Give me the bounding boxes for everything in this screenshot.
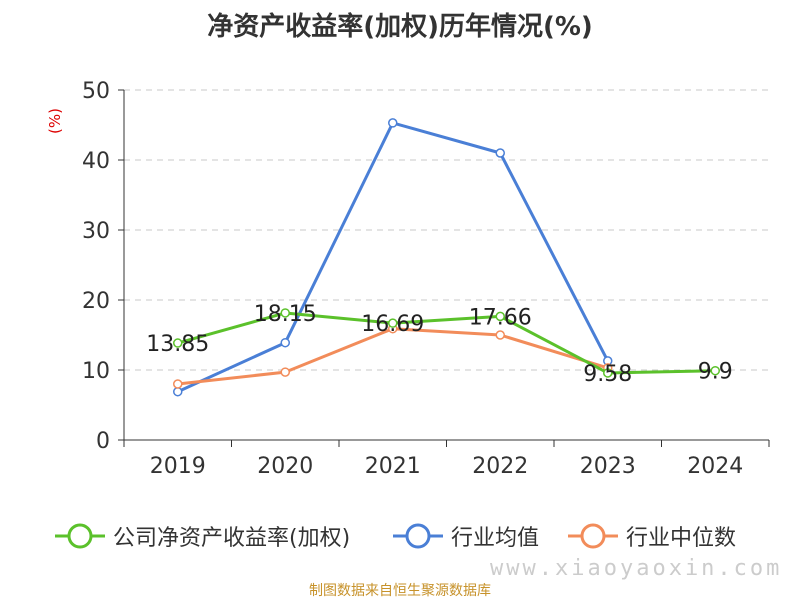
series-line [177, 311, 716, 375]
data-point [495, 330, 505, 340]
y-tick-label: 30 [82, 219, 110, 244]
y-tick-label: 10 [82, 359, 110, 384]
data-point [710, 365, 720, 376]
data-point [173, 386, 183, 397]
legend-label: 行业中位数 [626, 526, 737, 551]
legend-item[interactable]: 公司净资产收益率(加权) [55, 518, 350, 554]
legend-label: 行业均值 [451, 526, 540, 551]
data-point [388, 318, 398, 328]
data-point [173, 338, 183, 348]
data-label: 18.15 [254, 302, 317, 327]
x-tick-label: 2022 [472, 454, 528, 479]
data-point [280, 308, 290, 318]
data-label: 17.66 [469, 305, 532, 330]
data-label: 16.69 [361, 312, 424, 337]
chart-title: 净资产收益率(加权)历年情况(%) [207, 12, 593, 42]
chart-legend: 公司净资产收益率(加权) 行业均值 行业中位数 [0, 518, 800, 558]
data-point [280, 337, 290, 348]
data-point [173, 379, 183, 389]
data-label: 9.58 [583, 362, 632, 387]
watermark: www.xiaoyaoxin.com [490, 556, 783, 581]
y-tick-label: 20 [82, 289, 110, 314]
legend-line-circle-icon [55, 523, 105, 549]
data-point [280, 367, 290, 377]
series-line [177, 121, 610, 394]
x-tick-label: 2020 [257, 454, 313, 479]
legend-item[interactable]: 行业均值 [393, 518, 539, 554]
legend-line-circle-icon [393, 523, 443, 549]
y-tick-label: 50 [82, 79, 110, 104]
legend-item[interactable]: 行业中位数 [568, 518, 736, 554]
data-point [495, 311, 505, 322]
x-tick-label: 2024 [687, 454, 743, 479]
data-point [388, 118, 398, 128]
x-tick-label: 2021 [365, 454, 421, 479]
data-point [603, 368, 613, 378]
legend-line-circle-icon [568, 523, 618, 549]
y-tick-label: 0 [96, 429, 110, 454]
data-label: 13.85 [146, 332, 209, 357]
source-note: 制图数据来自恒生聚源数据库 [309, 583, 491, 599]
x-tick-label: 2019 [150, 454, 206, 479]
data-label: 9.9 [698, 360, 733, 385]
x-tick-label: 2023 [580, 454, 636, 479]
data-point [495, 148, 505, 158]
y-tick-label: 40 [82, 149, 110, 174]
legend-label: 公司净资产收益率(加权) [113, 526, 351, 551]
